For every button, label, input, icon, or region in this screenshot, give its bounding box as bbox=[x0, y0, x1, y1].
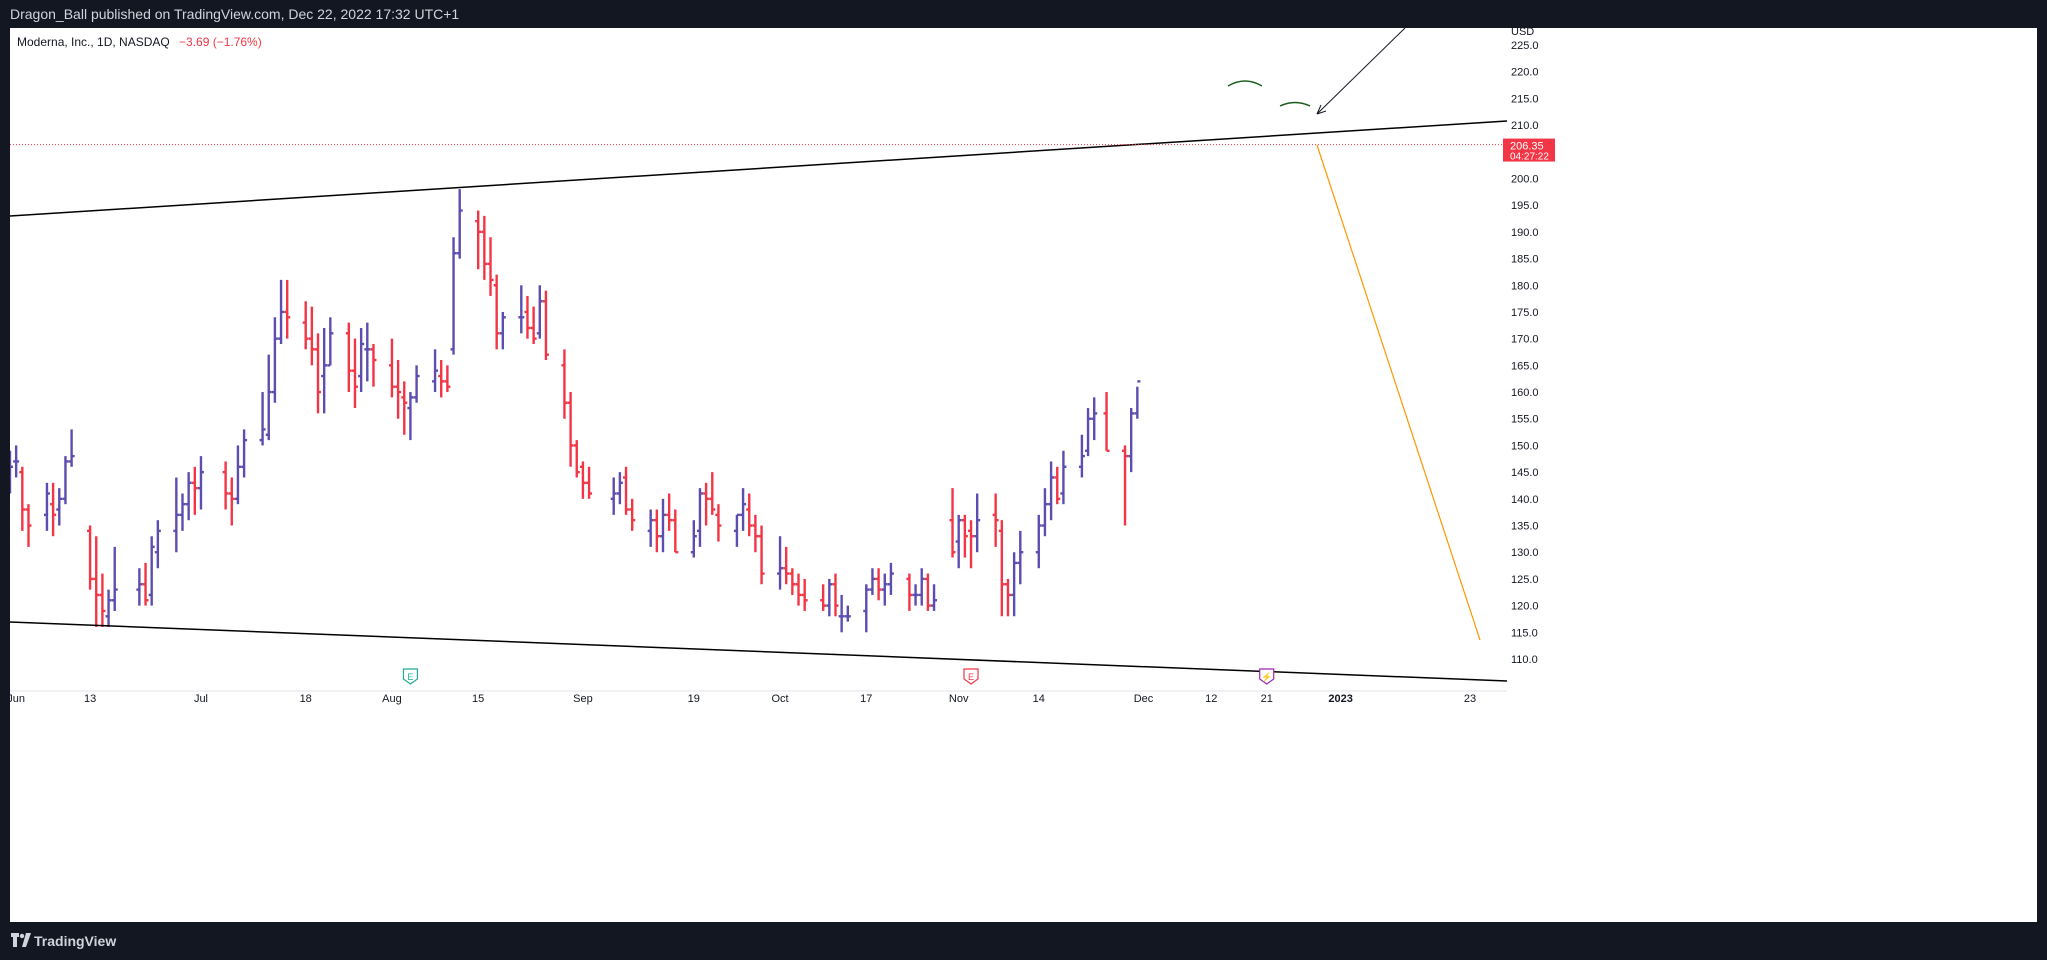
x-tick-label: Oct bbox=[771, 693, 788, 705]
y-tick-label: 155.0 bbox=[1511, 414, 1539, 426]
y-tick-label: 110.0 bbox=[1511, 654, 1538, 666]
current-price-label bbox=[1503, 138, 1555, 162]
earnings-marker-icon[interactable] bbox=[963, 668, 979, 685]
earnings-marker-label: E bbox=[968, 672, 974, 682]
x-tick-label: 12 bbox=[1205, 693, 1217, 705]
y-tick-label: 200.0 bbox=[1511, 173, 1539, 185]
y-tick-label: 125.0 bbox=[1511, 574, 1539, 586]
lower-trendline bbox=[9, 621, 1508, 682]
earnings-marker-icon[interactable] bbox=[402, 668, 419, 685]
y-tick-label: 140.0 bbox=[1511, 494, 1539, 506]
publish-line: Dragon_Ball published on TradingView.com… bbox=[10, 6, 460, 22]
dividend-marker-label: ⚡ bbox=[1261, 671, 1272, 683]
drawings: E E ⚡ bbox=[9, 27, 1508, 685]
x-tick-label: 19 bbox=[688, 693, 700, 705]
x-tick-label: 17 bbox=[860, 693, 872, 705]
x-tick-label: Dec bbox=[1134, 693, 1154, 705]
footer-brand: TradingView bbox=[34, 933, 117, 949]
legend-change: −3.69 (−1.76%) bbox=[179, 35, 262, 49]
y-tick-label: 145.0 bbox=[1511, 467, 1539, 479]
earnings-marker-label: E bbox=[407, 672, 413, 682]
axis-currency: USD bbox=[1511, 28, 1534, 38]
y-tick-label: 135.0 bbox=[1511, 521, 1539, 533]
x-tick-label: 18 bbox=[300, 693, 312, 705]
y-tick-label: 175.0 bbox=[1511, 307, 1539, 319]
y-tick-label: 220.0 bbox=[1511, 67, 1539, 79]
legend-symbol: Moderna, Inc., 1D, NASDAQ bbox=[17, 35, 170, 49]
arrow-head-icon bbox=[1316, 104, 1327, 115]
upper-trendline bbox=[9, 120, 1508, 217]
footer: TradingView bbox=[0, 922, 2047, 960]
x-tick-label: Jun bbox=[10, 693, 25, 705]
publish-header: Dragon_Ball published on TradingView.com… bbox=[0, 0, 2047, 28]
x-tick-label: 23 bbox=[1464, 693, 1476, 705]
dividend-marker-icon[interactable] bbox=[1259, 668, 1275, 685]
x-tick-label: 15 bbox=[472, 693, 484, 705]
x-tick-label: 14 bbox=[1033, 693, 1045, 705]
y-tick-label: 180.0 bbox=[1511, 280, 1539, 292]
y-tick-label: 150.0 bbox=[1511, 440, 1539, 452]
y-tick-label: 190.0 bbox=[1511, 227, 1539, 239]
y-tick-label: 215.0 bbox=[1511, 93, 1539, 105]
bar-series bbox=[7, 189, 1141, 633]
x-tick-label: 21 bbox=[1261, 693, 1273, 705]
time-axis: Jun 13 Jul 18 Aug 15 Sep 19 Oct 17 Nov 14 Dec 12 21 202… bbox=[7, 690, 1507, 705]
x-tick-label: Sep bbox=[573, 693, 593, 705]
arrow-line bbox=[1316, 27, 1406, 115]
y-tick-label: 225.0 bbox=[1511, 40, 1539, 52]
legend: Moderna, Inc., 1D, NASDAQ −3.69 (−1.76%) bbox=[17, 35, 262, 49]
price-axis: USD 110.0 115.0 120.0 125.0 130.0 135.0 140.0 14… bbox=[10, 26, 1555, 666]
peak-arc-2 bbox=[1279, 101, 1311, 107]
y-tick-label: 170.0 bbox=[1511, 334, 1539, 346]
current-price-value: 206.35 bbox=[1510, 141, 1544, 153]
y-tick-label: 130.0 bbox=[1511, 547, 1539, 559]
x-tick-label: Nov bbox=[949, 693, 969, 705]
peak-arc-1 bbox=[1227, 80, 1263, 87]
x-tick-label: 13 bbox=[84, 693, 96, 705]
price-chart[interactable]: E E ⚡ USD110.0115.0120.0125.0130.0135.0140… bbox=[7, 26, 2037, 922]
y-tick-label: 160.0 bbox=[1511, 387, 1539, 399]
x-tick-label: 2023 bbox=[1328, 693, 1352, 705]
y-tick-label: 210.0 bbox=[1511, 120, 1539, 132]
countdown-value: 04:27:22 bbox=[1510, 152, 1549, 163]
y-tick-label: 120.0 bbox=[1511, 601, 1539, 613]
y-tick-label: 115.0 bbox=[1511, 627, 1538, 639]
projection-line bbox=[1316, 144, 1481, 641]
chart-frame[interactable]: E E ⚡ USD 110.0 115.0 120.0 125.0 130.0 135.0 140… bbox=[7, 26, 2037, 922]
chart-background bbox=[10, 28, 2037, 922]
x-tick-label: Jul bbox=[194, 693, 208, 705]
y-tick-label: 165.0 bbox=[1511, 360, 1539, 372]
x-tick-label: Aug bbox=[382, 693, 402, 705]
tradingview-logo-icon bbox=[11, 933, 31, 947]
y-tick-label: 195.0 bbox=[1511, 200, 1539, 212]
y-tick-label: 185.0 bbox=[1511, 254, 1539, 266]
